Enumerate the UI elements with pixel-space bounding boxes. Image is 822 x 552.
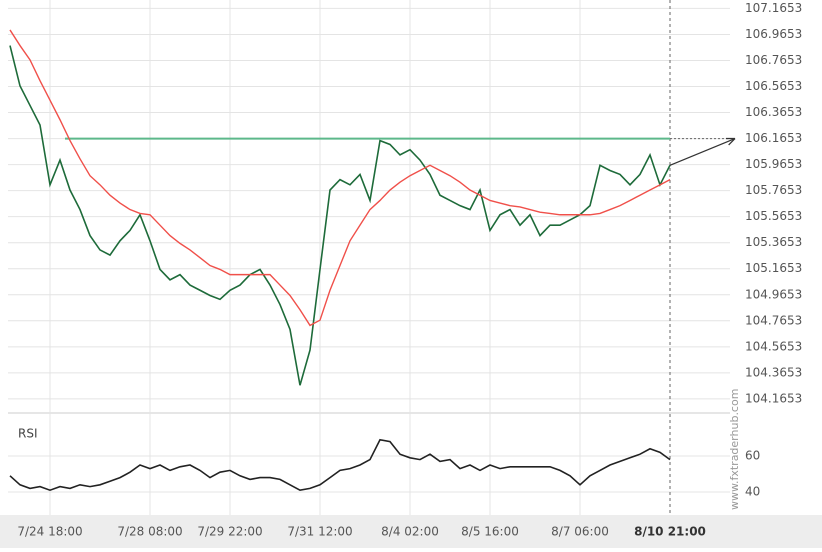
x-tick-label: 7/31 12:00 xyxy=(287,525,352,539)
x-tick-label: 7/28 08:00 xyxy=(117,525,182,539)
series-line xyxy=(9,45,671,386)
y-tick-label: 105.3653 xyxy=(745,235,802,249)
y-tick-label: 104.5653 xyxy=(745,339,802,353)
y-tick-label: 106.1653 xyxy=(745,131,802,145)
series-line xyxy=(9,438,671,492)
y-tick-label: 60 xyxy=(745,449,760,463)
x-tick-label: 8/5 16:00 xyxy=(461,525,519,539)
y-tick-label: 105.9653 xyxy=(745,157,802,171)
y-tick-label: 107.1653 xyxy=(745,1,802,15)
projection-arrow xyxy=(669,137,736,166)
y-tick-label: 105.1653 xyxy=(745,261,802,275)
rsi-title: RSI xyxy=(18,427,38,441)
y-tick-label: 104.3653 xyxy=(745,365,802,379)
series-line xyxy=(9,29,671,327)
x-tick-label: 7/24 18:00 xyxy=(17,525,82,539)
y-tick-label: 104.9653 xyxy=(745,287,802,301)
x-tick-label: 8/10 21:00 xyxy=(634,525,706,539)
y-tick-label: 104.7653 xyxy=(745,313,802,327)
y-tick-label: 106.7653 xyxy=(745,53,802,67)
y-tick-label: 105.5653 xyxy=(745,209,802,223)
x-tick-label: 8/4 02:00 xyxy=(381,525,439,539)
x-tick-label: 8/7 06:00 xyxy=(551,525,609,539)
y-tick-label: 106.9653 xyxy=(745,27,802,41)
arrow-head xyxy=(725,137,736,146)
y-tick-label: 106.5653 xyxy=(745,79,802,93)
x-tick-label: 7/29 22:00 xyxy=(197,525,262,539)
y-tick-label: 106.3653 xyxy=(745,105,802,119)
y-tick-label: 104.1653 xyxy=(745,391,802,405)
x-axis-band xyxy=(0,515,822,548)
y-tick-label: 105.7653 xyxy=(745,183,802,197)
watermark: www.fxtraderhub.com xyxy=(728,389,741,510)
y-tick-label: 40 xyxy=(745,485,760,499)
